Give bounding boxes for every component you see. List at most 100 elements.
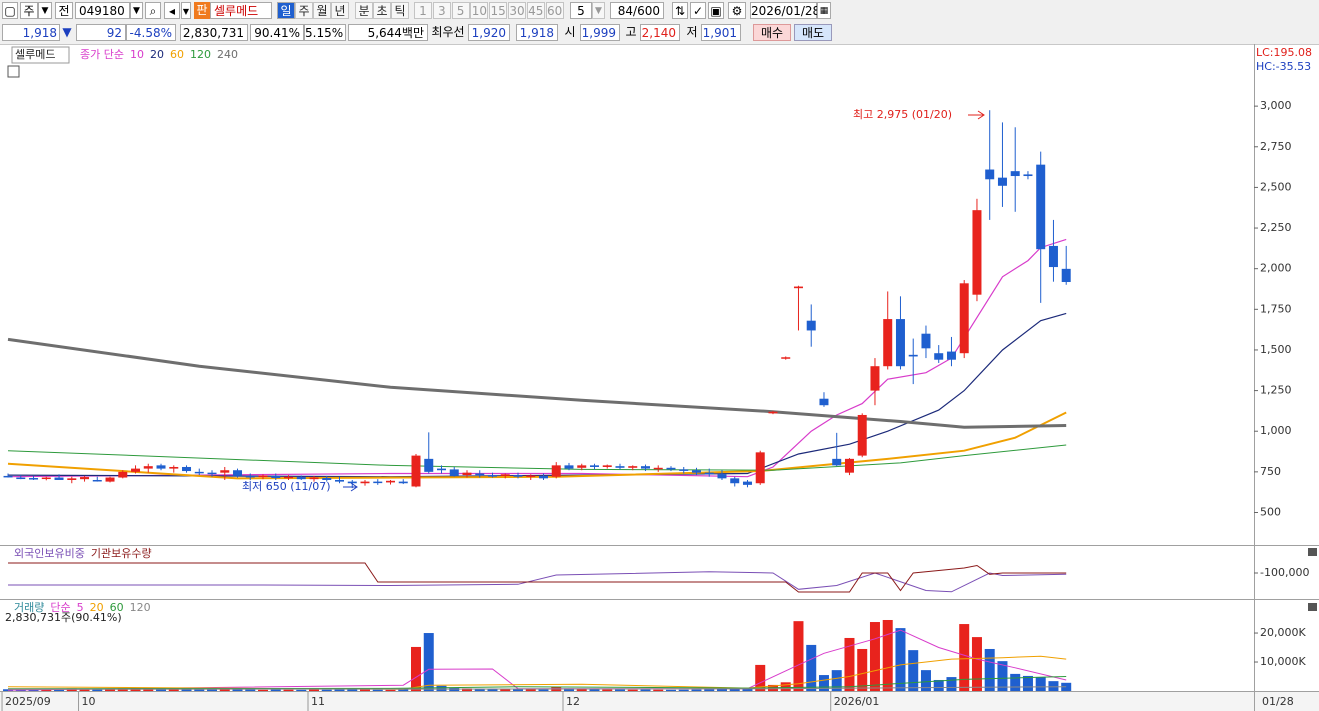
- market-select[interactable]: 주: [20, 2, 38, 19]
- volume-bar: [487, 688, 498, 691]
- candle-body: [143, 466, 153, 469]
- sell-button[interactable]: 매도: [794, 24, 832, 41]
- candle-body: [615, 466, 625, 468]
- legend-entry: 60: [110, 601, 124, 614]
- close-icon[interactable]: [1308, 548, 1317, 556]
- volume-bar: [423, 633, 434, 691]
- volume-bar: [1010, 673, 1021, 691]
- interval-button[interactable]: 3: [432, 2, 451, 19]
- y-tick-label: 3,000: [1260, 99, 1292, 112]
- search-button[interactable]: ⌕: [145, 2, 161, 19]
- unit-input[interactable]: 5: [570, 2, 592, 19]
- label: 고: [625, 25, 637, 39]
- dropdown[interactable]: ▼: [130, 2, 143, 19]
- candle-body: [233, 470, 243, 476]
- buy-button[interactable]: 매수: [753, 24, 791, 41]
- save-button[interactable]: ▣: [708, 2, 724, 19]
- interval-button[interactable]: 10: [470, 2, 489, 19]
- volume-bar: [780, 682, 791, 691]
- x-axis-bg: [0, 692, 1319, 711]
- volume-bar: [538, 689, 549, 691]
- y-tick-label: 2,250: [1260, 221, 1292, 234]
- dropdown[interactable]: ▼: [592, 2, 605, 19]
- open: 1,999: [580, 24, 620, 41]
- volume-bar: [207, 689, 218, 691]
- interval-button[interactable]: 60: [545, 2, 564, 19]
- frame: [0, 44, 1319, 711]
- volume-bar: [793, 621, 804, 691]
- period-button[interactable]: 틱: [391, 2, 409, 19]
- code-input[interactable]: 049180: [75, 2, 130, 19]
- candle-body: [1048, 245, 1058, 268]
- volume-bar: [372, 689, 383, 691]
- volume-bar: [28, 689, 39, 691]
- turnover: 5.15%: [304, 24, 346, 41]
- candle-body: [335, 479, 345, 482]
- grid-icon[interactable]: [7, 65, 20, 78]
- period-button[interactable]: 초: [373, 2, 391, 19]
- x-tick-label: 2026/01: [834, 695, 880, 708]
- interval-button[interactable]: 5: [451, 2, 470, 19]
- volume-bar: [347, 689, 358, 691]
- x-tick-label: 11: [311, 695, 325, 708]
- dropdown[interactable]: ▼: [38, 2, 52, 19]
- volume-bar: [168, 688, 179, 691]
- volume-bar: [54, 688, 65, 691]
- volume-bar: [806, 644, 817, 691]
- candle-body: [347, 481, 357, 484]
- series-line: [7, 238, 1067, 478]
- volume-bar: [79, 689, 90, 691]
- badge: 판: [194, 2, 210, 19]
- tool-button[interactable]: ✓: [690, 2, 706, 19]
- volume-bar: [105, 688, 116, 691]
- candle-body: [29, 478, 39, 480]
- close-icon[interactable]: [1308, 603, 1317, 611]
- change: 92: [76, 24, 126, 41]
- stock-name[interactable]: 셀루메드: [210, 2, 272, 19]
- volume-bar: [309, 689, 320, 691]
- period-button[interactable]: 일: [277, 2, 295, 19]
- sound-button[interactable]: ◂: [164, 2, 180, 19]
- range-input[interactable]: 84/600: [610, 2, 664, 19]
- period-button[interactable]: 년: [331, 2, 349, 19]
- candle-body: [972, 210, 982, 295]
- candle-body: [564, 465, 574, 469]
- x-tick-label: 2025/09: [5, 695, 51, 708]
- legend-entry: 20: [150, 48, 164, 61]
- interval-button[interactable]: 1: [414, 2, 432, 19]
- volume-bar: [742, 688, 753, 691]
- calendar-button[interactable]: ▦: [817, 2, 831, 19]
- volume-bar: [920, 670, 931, 691]
- dropdown[interactable]: ▼: [181, 2, 191, 19]
- candle-body: [640, 466, 650, 469]
- candle-body: [309, 477, 319, 480]
- volume-bar: [270, 689, 281, 691]
- volume-bar: [959, 624, 970, 691]
- candle-body: [538, 475, 548, 479]
- candle-body: [258, 475, 268, 478]
- interval-button[interactable]: 45: [526, 2, 545, 19]
- volume-bar: [1048, 681, 1059, 691]
- candle-body: [92, 479, 102, 482]
- interval-button[interactable]: 15: [489, 2, 508, 19]
- volume-bar: [614, 689, 625, 691]
- high: 2,140: [640, 24, 680, 41]
- volume-bar: [232, 688, 243, 691]
- settings-button[interactable]: ⚙: [728, 2, 746, 19]
- volume-bar: [436, 685, 447, 691]
- code-label[interactable]: 전: [55, 2, 73, 19]
- last-date: 01/28: [1262, 695, 1294, 708]
- candle-body: [462, 472, 472, 476]
- volume-bar: [971, 637, 982, 691]
- candle-body: [551, 465, 561, 477]
- candle-body: [424, 458, 434, 472]
- tool-button[interactable]: ⇅: [672, 2, 688, 19]
- date-input[interactable]: 2026/01/28: [750, 2, 821, 19]
- period-button[interactable]: 분: [355, 2, 373, 19]
- menu-icon[interactable]: ▢: [2, 2, 18, 19]
- interval-button[interactable]: 30: [508, 2, 526, 19]
- period-button[interactable]: 주: [295, 2, 313, 19]
- period-button[interactable]: 월: [313, 2, 331, 19]
- candle-body: [207, 472, 217, 475]
- candle-body: [245, 475, 255, 478]
